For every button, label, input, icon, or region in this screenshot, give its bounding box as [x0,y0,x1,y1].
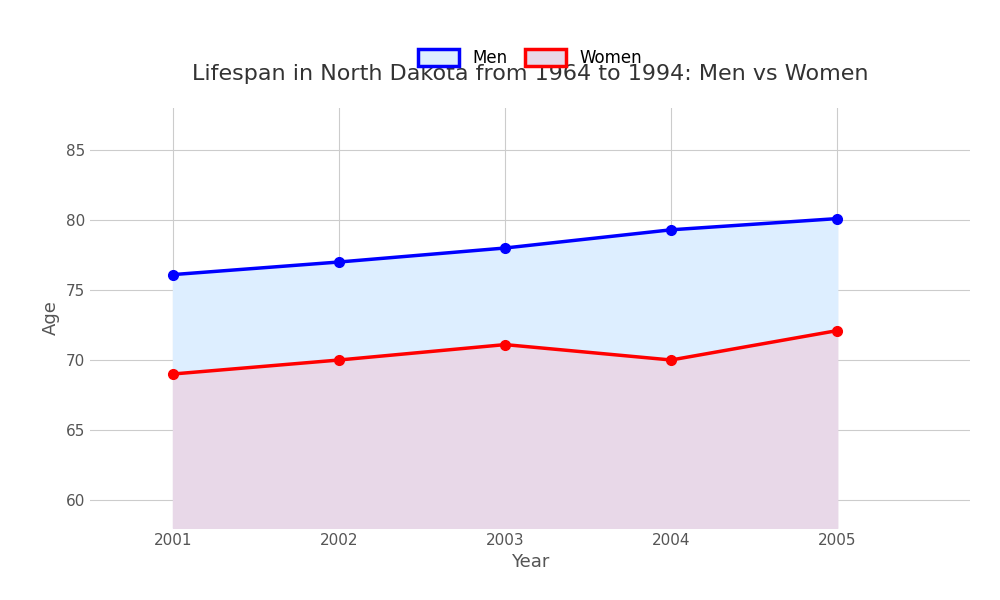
Legend: Men, Women: Men, Women [409,41,651,76]
Title: Lifespan in North Dakota from 1964 to 1994: Men vs Women: Lifespan in North Dakota from 1964 to 19… [192,64,868,84]
Y-axis label: Age: Age [42,301,60,335]
X-axis label: Year: Year [511,553,549,571]
